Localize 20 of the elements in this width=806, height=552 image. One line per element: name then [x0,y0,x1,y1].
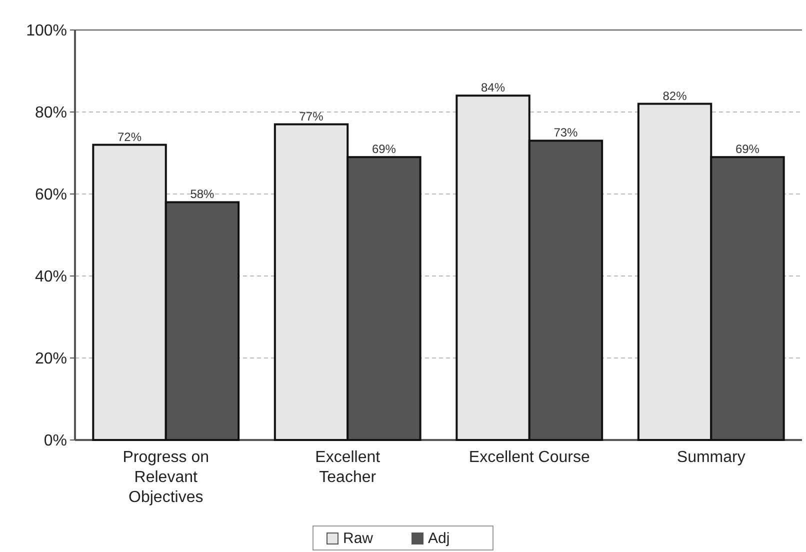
x-tick-label: Excellent Teacher [315,449,381,486]
data-label: 72% [118,130,142,144]
legend-label: Adj [428,530,450,547]
y-tick-label: 20% [34,350,67,368]
data-label: 77% [299,109,324,124]
data-label: 82% [662,88,688,103]
y-tick-label: 100% [26,22,67,40]
data-label: 58% [190,187,215,202]
legend-label: Raw [343,530,374,547]
x-tick-label: Summary [676,449,746,466]
data-label: 84% [481,80,506,95]
data-label: 69% [735,142,760,156]
y-tick-label: 40% [34,268,67,286]
data-label: 69% [372,142,396,156]
y-tick-label: 80% [34,104,67,122]
y-tick-label: 60% [34,186,67,204]
x-tick-label: Excellent Course [468,449,590,466]
y-tick-label: 0% [44,432,67,450]
x-tick-label: Progress on Relevant Objectives [122,449,210,506]
data-label: 73% [554,126,578,140]
